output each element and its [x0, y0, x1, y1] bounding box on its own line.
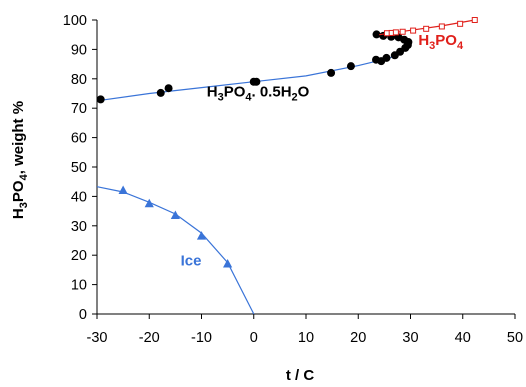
subscript: 4: [457, 40, 464, 52]
y-tick-label: 100: [63, 13, 87, 29]
hemihydrate-point: [164, 84, 173, 93]
y-tick-label: 70: [71, 101, 87, 117]
series-h3po4: [379, 17, 478, 37]
x-axis-label: t / C: [286, 367, 314, 384]
formula-part: , weight %: [10, 101, 27, 174]
h3po4-point: [471, 17, 478, 23]
y-tick-label: 60: [71, 131, 87, 147]
subscript: 4: [18, 173, 30, 180]
ice-point: [118, 185, 128, 195]
formula-part: H: [281, 83, 292, 100]
subscript: 2: [292, 91, 298, 103]
series-ice: [96, 185, 255, 315]
subscript: 3: [429, 40, 435, 52]
x-tick-label: 30: [402, 330, 418, 346]
formula-part: .: [252, 83, 260, 100]
x-tick-label: -30: [87, 330, 108, 346]
formula-part: 0.5: [260, 83, 281, 100]
ice-point: [223, 259, 233, 268]
annotation-hemihydrate: H3PO4. 0.5H2O: [207, 83, 310, 103]
y-tick-label: 90: [71, 42, 87, 58]
x-tick-label: 50: [507, 330, 523, 346]
hemihydrate-point: [156, 88, 165, 97]
series-hemihydrate: [96, 30, 413, 104]
h3po4-point: [410, 27, 417, 34]
h3po4-point: [457, 20, 464, 27]
ice-point: [170, 210, 180, 220]
x-tick-label: 0: [250, 330, 258, 346]
x-tick-label: -10: [191, 330, 212, 346]
y-axis-label: H3PO4, weight %: [10, 101, 30, 219]
hemihydrate-point: [346, 62, 355, 71]
y-tick-label: 10: [71, 278, 87, 294]
plot-area: -30 -20 -10 0 10 20 30 40 50 0 10 20 30 40 50 60 70 80 90 1…: [63, 13, 523, 346]
annotation-ice: Ice: [181, 252, 202, 269]
y-tick-label: 40: [71, 189, 87, 205]
subscript: 3: [218, 91, 224, 103]
hemihydrate-point: [372, 30, 381, 39]
formula-part: H: [207, 83, 218, 100]
y-tick-label: 20: [71, 248, 87, 264]
x-tick-label: 20: [350, 330, 366, 346]
y-tick-label: 0: [79, 307, 87, 323]
hemihydrate-point: [327, 68, 336, 77]
hemihydrate-point: [252, 77, 261, 86]
formula-part: PO: [435, 32, 457, 49]
formula-part: PO: [224, 83, 246, 100]
h3po4-point: [392, 29, 399, 36]
ice-point: [144, 198, 154, 208]
formula-part: H: [10, 208, 27, 219]
x-tick-label: 10: [298, 330, 314, 346]
y-tick-label: 30: [71, 219, 87, 235]
formula-part: PO: [10, 180, 27, 202]
x-tick-label: -20: [139, 330, 160, 346]
h3po4-point: [423, 25, 430, 32]
x-tick-label: 40: [455, 330, 471, 346]
ice-point: [196, 231, 207, 240]
h3po4-point: [399, 28, 406, 35]
y-tick-label: 50: [71, 160, 87, 176]
subscript: 4: [245, 91, 252, 103]
h3po4-point: [438, 23, 445, 30]
hemihydrate-point: [96, 95, 105, 104]
subscript: 3: [18, 202, 30, 208]
annotation-h3po4: H3PO4: [418, 32, 464, 52]
formula-part: H: [418, 32, 429, 49]
y-tick-label: 80: [71, 72, 87, 88]
formula-part: O: [298, 83, 310, 100]
ice-line: [96, 186, 255, 315]
hemihydrate-point: [382, 53, 391, 62]
